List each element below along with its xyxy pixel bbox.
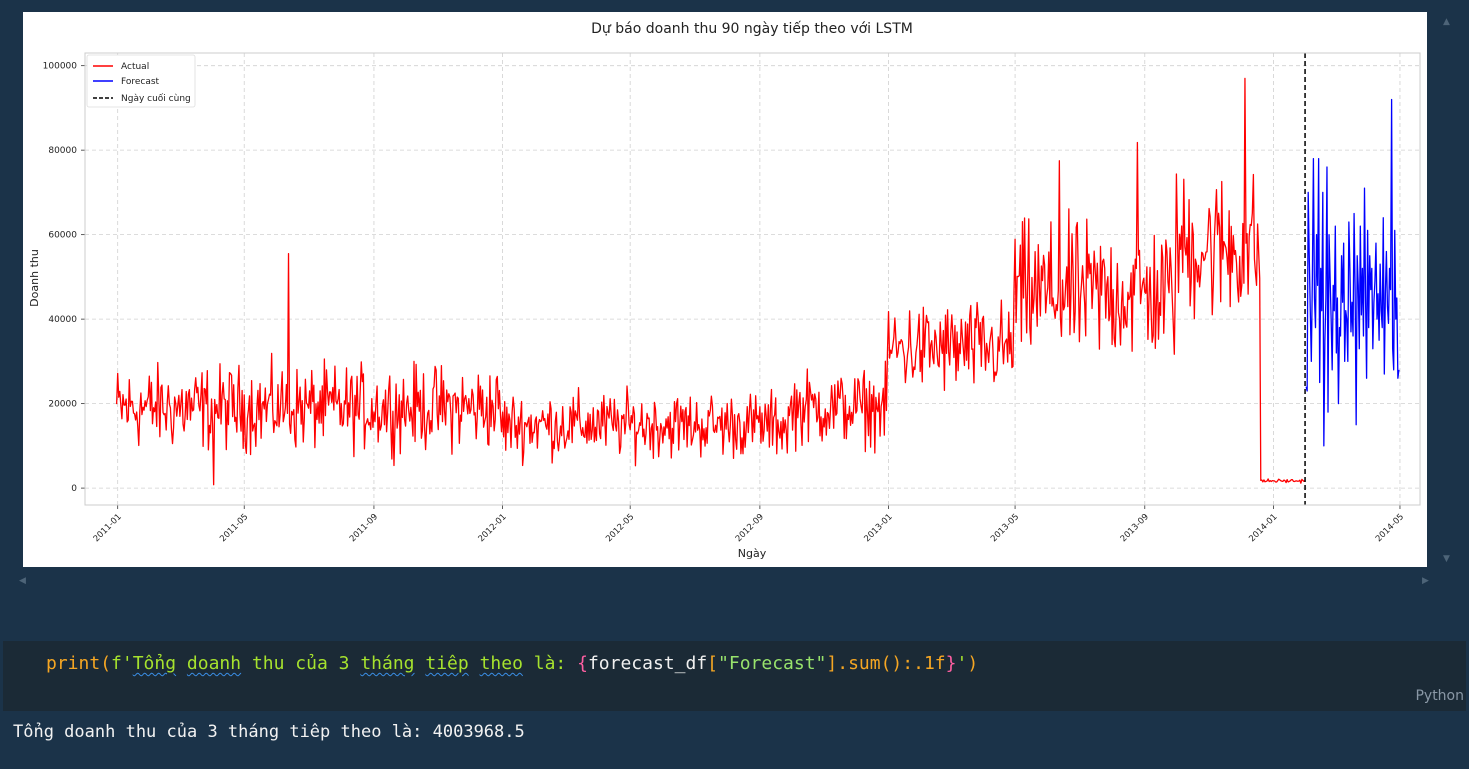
x-tick-label: 2013-01: [862, 512, 894, 544]
code-str-close: ': [956, 653, 968, 674]
scroll-right-icon[interactable]: ▶: [1422, 576, 1429, 586]
code-bracket-open: [: [707, 653, 719, 674]
code-word-thang: tháng: [360, 653, 415, 674]
grid-layer: [85, 53, 1420, 505]
code-format: :.1f: [902, 653, 946, 674]
code-method: .sum(): [837, 653, 903, 674]
y-tick-label: 80000: [48, 146, 77, 156]
plot-area-border: [84, 52, 1421, 506]
y-axis-label: Doanh thu: [28, 249, 41, 307]
scroll-left-icon[interactable]: ◀: [19, 576, 26, 586]
x-tick-label: 2011-05: [218, 512, 250, 544]
x-tick-label: 2011-09: [348, 512, 380, 544]
code-paren-close: ): [967, 653, 979, 674]
code-bracket-close: ]: [826, 653, 838, 674]
code-print-fn: print: [46, 653, 101, 674]
x-tick-label: 2012-09: [734, 512, 766, 544]
y-tick-label: 0: [71, 484, 77, 494]
code-text-end: là:: [522, 653, 578, 674]
x-tick-label: 2012-01: [477, 512, 509, 544]
actual-series-line: [115, 77, 1306, 486]
x-tick-label: 2012-05: [604, 512, 636, 544]
code-brace-open: {: [577, 653, 588, 674]
y-tick-label: 20000: [48, 400, 77, 410]
chart-title: Dự báo doanh thu 90 ngày tiếp theo với L…: [591, 20, 913, 37]
code-word-theo: theo: [479, 653, 523, 674]
x-tick-label: 2014-05: [1374, 512, 1406, 544]
forecast-series-line: [1305, 98, 1400, 447]
y-tick-label: 100000: [43, 62, 78, 72]
code-word-doanh: doanh: [186, 653, 242, 674]
code-fprefix: f': [111, 653, 133, 674]
scroll-down-icon[interactable]: ▼: [1443, 554, 1450, 564]
cell-output-area: ▲ ▼ ◀ ▶ Dự báo doanh thu 90 ngày tiếp th…: [19, 12, 1450, 586]
y-tick-label: 40000: [48, 315, 77, 325]
code-var: forecast_df: [587, 653, 708, 674]
code-key: "Forecast": [718, 653, 827, 674]
x-tick-label: 2013-05: [989, 512, 1021, 544]
x-tick-label: 2013-09: [1119, 512, 1151, 544]
legend-forecast-label: Forecast: [121, 77, 160, 87]
x-tick-label: 2014-01: [1247, 512, 1279, 544]
code-word-tiep: tiêp: [425, 653, 469, 674]
language-label[interactable]: Python: [1415, 688, 1464, 704]
code-word-tong: Tổng: [132, 653, 177, 674]
chart-svg: Dự báo doanh thu 90 ngày tiếp theo với L…: [28, 20, 1421, 560]
legend-actual-label: Actual: [121, 62, 149, 72]
code-cell[interactable]: print(f'Tổng doanh thu của 3 tháng tiêp …: [3, 641, 1466, 711]
legend-lastday-label: Ngày cuối cùng: [121, 93, 191, 104]
tick-layer: 2011-01 2011-05 2011-09 2012-01 2012-05 2012-…: [43, 62, 1406, 545]
code-paren-open: (: [100, 653, 112, 674]
chart-figure: Dự báo doanh thu 90 ngày tiếp theo với L…: [23, 12, 1427, 567]
code-brace-close: }: [945, 653, 957, 674]
code-text-mid: thu của 3: [241, 653, 361, 674]
series-layer: [115, 53, 1400, 505]
code-line[interactable]: print(f'Tổng doanh thu của 3 tháng tiêp …: [46, 653, 978, 674]
legend: Actual Forecast Ngày cuối cùng: [86, 54, 196, 108]
y-tick-label: 60000: [48, 231, 77, 241]
legend-box: [86, 54, 196, 108]
scroll-up-icon[interactable]: ▲: [1443, 17, 1450, 27]
x-axis-label: Ngày: [738, 547, 767, 560]
x-tick-label: 2011-01: [92, 512, 124, 544]
print-output: Tổng doanh thu của 3 tháng tiêp theo là:…: [13, 722, 525, 742]
